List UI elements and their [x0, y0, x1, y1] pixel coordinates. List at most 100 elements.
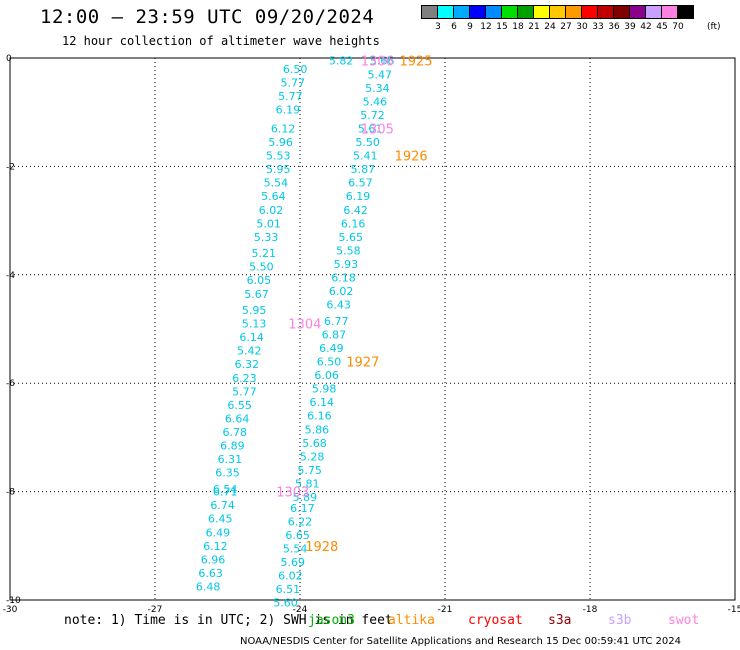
- chart-points: 6.505.775.776.196.125.965.535.955.545.64…: [196, 55, 394, 610]
- swh-point: 6.06: [314, 369, 339, 382]
- track-number-label: 1926: [395, 150, 428, 165]
- scale-label: 45: [656, 22, 668, 32]
- swh-point: 6.16: [341, 217, 366, 230]
- scale-label: 18: [512, 22, 524, 32]
- swh-point: 5.21: [252, 247, 277, 260]
- swh-point: 6.14: [310, 396, 335, 409]
- swh-point: 5.33: [254, 231, 279, 244]
- chart-subtitle: 12 hour collection of altimeter wave hei…: [62, 34, 380, 48]
- swh-point: 6.78: [223, 426, 248, 439]
- scale-label: 12: [480, 22, 492, 32]
- scale-label: 21: [528, 22, 540, 32]
- swh-point: 5.54: [283, 543, 308, 556]
- swh-point: 6.17: [290, 502, 315, 515]
- swh-point: 6.12: [271, 122, 296, 135]
- y-tick-label: 0: [6, 54, 12, 64]
- y-tick-label: -8: [6, 488, 15, 498]
- swh-point: 5.50: [355, 136, 380, 149]
- swh-point: 5.89: [293, 491, 318, 504]
- track-number-label: 1927: [346, 356, 379, 371]
- swh-point: 6.96: [201, 553, 226, 566]
- scale-swatch: [677, 5, 694, 19]
- note-text: note: 1) Time is in UTC; 2) SWH is in fe…: [64, 613, 393, 628]
- swh-point: 6.31: [218, 453, 243, 466]
- scale-label: 27: [560, 22, 572, 32]
- x-tick-label: -30: [3, 605, 18, 615]
- swh-point: 6.02: [278, 570, 303, 583]
- swh-point: 6.89: [220, 440, 245, 453]
- swh-point: 6.54: [213, 483, 238, 496]
- swh-point: 6.16: [307, 410, 332, 423]
- swh-point: 5.64: [261, 190, 286, 203]
- swh-point: 6.32: [235, 358, 260, 371]
- swh-point: 5.77: [278, 90, 303, 103]
- scale-label: 6: [451, 22, 457, 32]
- swh-point: 5.41: [353, 150, 378, 163]
- swh-point: 5.47: [368, 68, 393, 81]
- swh-point: 6.23: [232, 372, 257, 385]
- color-scale-swatches: [421, 5, 694, 19]
- swh-point: 6.87: [322, 328, 347, 341]
- swh-point: 5.01: [256, 217, 281, 230]
- swh-point: 5.69: [281, 556, 306, 569]
- swh-point: 6.49: [206, 526, 231, 539]
- swh-point: 6.55: [227, 399, 252, 412]
- satellite-legend-item: s3b: [608, 613, 632, 628]
- swh-point: 6.71: [213, 486, 238, 499]
- swh-point: 5.42: [237, 345, 262, 358]
- swh-point: 5.81: [295, 477, 320, 490]
- color-scale-unit: (ft): [707, 22, 721, 32]
- plot-frame: [9, 57, 736, 601]
- chart-axes: -30 -27 -24 -21 -18 -15 0 -2 -4 -6 -8 -10: [3, 54, 740, 615]
- swh-point: 6.19: [346, 190, 371, 203]
- swh-point: 6.63: [198, 567, 223, 580]
- swh-point: 5.65: [339, 231, 364, 244]
- swh-point: 5.93: [334, 258, 359, 271]
- swh-point: 5.34: [365, 82, 390, 95]
- swh-point: 5.95: [242, 304, 267, 317]
- swh-point: 6.05: [247, 274, 272, 287]
- scale-label: 15: [496, 22, 508, 32]
- swh-point: 5.96: [268, 136, 293, 149]
- x-tick-label: -21: [438, 605, 453, 615]
- satellite-legend-item: swot: [668, 613, 700, 628]
- color-scale: 3 6 9 12 15 18 21 24 27 30 33 36 39 42 45 70: [421, 5, 694, 32]
- track-number-label: 1303: [276, 486, 309, 501]
- swh-point: 5.67: [244, 288, 269, 301]
- swh-point: 6.02: [329, 285, 354, 298]
- swh-point: 5.28: [300, 450, 325, 463]
- swh-point: 6.19: [276, 103, 301, 116]
- swh-point: 5.87: [351, 163, 376, 176]
- swh-point: 5.60: [273, 597, 298, 610]
- x-tick-label: -18: [583, 605, 598, 615]
- swh-point: 6.77: [324, 315, 349, 328]
- swh-point: 5.46: [363, 95, 388, 108]
- swh-point: 5.61: [358, 122, 383, 135]
- swh-point: 5.86: [305, 423, 330, 436]
- swh-point: 6.12: [203, 540, 228, 553]
- swh-point: 6.50: [283, 63, 308, 76]
- swh-point: 6.42: [343, 204, 368, 217]
- swh-point: 6.65: [285, 529, 310, 542]
- swh-point: 6.50: [317, 356, 342, 369]
- satellite-legend: jason3 altika cryosat s3a s3b swot: [0, 613, 740, 631]
- swh-point: 6.45: [208, 513, 233, 526]
- swh-point: 6.02: [259, 204, 284, 217]
- y-tick-label: -6: [6, 379, 15, 389]
- x-tick-label: -27: [148, 605, 163, 615]
- track-number-label: 1925: [399, 55, 432, 70]
- swh-point: 6.14: [239, 331, 264, 344]
- satellite-legend-item: s3a: [548, 613, 572, 628]
- swh-point: 5.77: [281, 76, 306, 89]
- swh-point: 6.57: [348, 177, 373, 190]
- swh-point: 5.13: [242, 318, 267, 331]
- satellite-legend-item: cryosat: [468, 613, 523, 628]
- chart-grid: [10, 58, 735, 600]
- y-tick-label: -4: [6, 271, 15, 281]
- swh-point: 5.54: [264, 177, 289, 190]
- swh-point: 5.68: [302, 437, 327, 450]
- swh-point: 5.82: [329, 55, 354, 68]
- swh-point: 6.51: [276, 583, 301, 596]
